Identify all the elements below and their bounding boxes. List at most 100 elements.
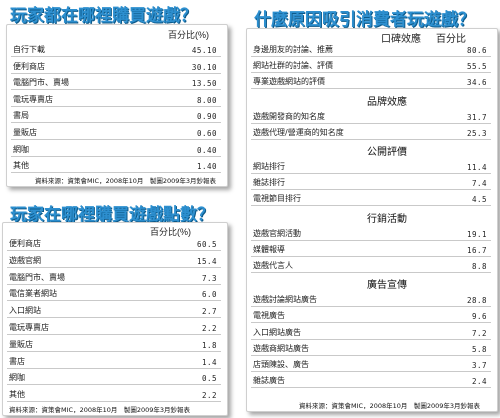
row-label: 電腦門市、賣場 [9, 272, 65, 282]
row-label: 網站排行 [253, 162, 285, 171]
row-label: 網咖 [13, 144, 29, 154]
row-value: 7.4 [471, 179, 487, 189]
column-header: 百分比(%) [168, 30, 209, 40]
row-value: 28.8 [466, 296, 487, 306]
chart-title-points-location: 玩家在哪裡購買遊戲點數？ [10, 205, 214, 225]
row-label: 電視節目排行 [253, 194, 301, 204]
row-label: 書局 [13, 111, 29, 121]
table-row: 入口網站廣告 7.2 [251, 324, 491, 340]
table-row: 電玩專賣店 2.2 [7, 319, 221, 335]
table-row: 遊戲代理/營運商的知名度 25.3 [251, 124, 491, 140]
table-row: 入口網站 2.7 [7, 302, 221, 319]
row-value: 2.7 [201, 307, 217, 317]
row-label: 量販店 [13, 128, 37, 137]
table-row: 網咖 0.40 [11, 141, 221, 157]
row-value: 31.7 [466, 112, 487, 122]
table-row: 店頭陳設、廣告 3.7 [251, 356, 491, 372]
column-header-percent: 百分比 [436, 34, 466, 45]
table-row: 便利商店 30.10 [11, 58, 221, 74]
row-label: 電玩專賣店 [9, 323, 49, 332]
row-label: 遊戲代理/營運商的知名度 [253, 127, 344, 137]
row-value: 34.6 [466, 78, 487, 88]
row-label: 入口網站 [9, 306, 41, 316]
table-row: 其他 1.40 [11, 157, 221, 174]
row-value: 0.40 [196, 145, 217, 155]
row-value: 60.5 [196, 240, 217, 249]
chart-title-attraction-reasons: 什麼原因吸引消費者玩遊戲？ [254, 10, 475, 30]
row-value: 45.10 [191, 46, 217, 55]
row-value: 15.4 [196, 256, 217, 266]
row-label: 網站社群的討論、評價 [253, 61, 333, 71]
row-value: 5.8 [471, 344, 487, 354]
table-row: 遊戲商網站廣告 5.8 [251, 340, 491, 356]
table-row: 量販店 0.60 [11, 124, 221, 140]
row-label: 遊戲開發商的知名度 [253, 111, 325, 121]
row-label: 店頭陳設、廣告 [253, 360, 309, 369]
row-value: 0.60 [196, 129, 217, 138]
row-label: 遊戲官網活動 [253, 228, 301, 238]
row-value: 2.2 [201, 324, 217, 333]
table-card-purchase-location: 百分比(%) 自行下載 45.10 便利商店 30.10 電腦門市、賣場 13.50 電玩專… [6, 24, 228, 187]
table-row: 書局 0.90 [11, 107, 221, 124]
source-note: 資料來源：資策會MIC，2008年10月 製圖2009年3月鈔報表 [9, 406, 191, 414]
row-label: 電信業者網站 [9, 289, 57, 299]
table-row: 電信業者網站 6.0 [7, 285, 221, 302]
row-value: 9.6 [471, 312, 487, 322]
table-row: 專業遊戲網站的評價 34.6 [251, 73, 491, 90]
row-value: 13.50 [191, 79, 217, 89]
table-row: 遊戲代言人 8.8 [251, 257, 491, 273]
row-label: 便利商店 [13, 61, 45, 71]
table-row: 遊戲官網 15.4 [7, 252, 221, 268]
table-row: 遊戲開發商的知名度 31.7 [251, 108, 491, 124]
table-row: 身邊朋友的討論、推薦 80.6 [251, 41, 491, 57]
row-value: 3.7 [471, 361, 487, 370]
table-row: 網咖 0.5 [7, 369, 221, 386]
table-card-attraction-reasons: 口碑效應 百分比 身邊朋友的討論、推薦 80.6 網站社群的討論、評價 55.5 專業遊… [246, 28, 498, 412]
row-value: 0.5 [201, 374, 217, 384]
row-label: 遊戲官網 [9, 255, 41, 265]
table-row: 媒體報導 16.7 [251, 241, 491, 257]
row-label: 雜誌廣告 [253, 376, 285, 386]
row-value: 11.4 [466, 163, 487, 172]
table-row: 網站社群的討論、評價 55.5 [251, 57, 491, 74]
column-header: 百分比(%) [150, 227, 191, 237]
row-value: 2.4 [471, 377, 487, 387]
group-heading: 品牌效應 [367, 96, 407, 108]
table-row: 電玩專賣店 8.00 [11, 91, 221, 107]
row-label: 網咖 [9, 373, 25, 383]
source-note: 資料來源：資策會MIC，2008年10月 製圖2009年3月鈔報表 [35, 177, 217, 185]
row-label: 電玩專賣店 [13, 94, 53, 104]
row-value: 80.6 [466, 46, 487, 55]
table-card-points-location: 百分比(%) 便利商店 60.5 遊戲官網 15.4 電腦門市、賣場 7.3 電信業者網站 6… [2, 222, 228, 416]
table-row: 自行下載 45.10 [11, 41, 221, 57]
table-row: 雜誌廣告 2.4 [251, 372, 491, 389]
row-label: 量販店 [9, 339, 33, 349]
row-label: 遊戲討論網站廣告 [253, 295, 317, 305]
table-row: 網站排行 11.4 [251, 158, 491, 174]
row-value: 1.40 [196, 162, 217, 172]
row-value: 19.1 [466, 229, 487, 239]
row-value: 8.8 [471, 262, 487, 271]
row-label: 其他 [9, 390, 25, 400]
table-row: 電腦門市、賣場 13.50 [11, 74, 221, 91]
row-value: 7.2 [471, 328, 487, 338]
row-value: 6.0 [201, 290, 217, 300]
table-row: 量販店 1.8 [7, 336, 221, 352]
group-heading: 廣告宣傳 [367, 280, 407, 292]
row-value: 7.3 [201, 273, 217, 283]
row-label: 入口網站廣告 [253, 327, 301, 337]
row-value: 4.5 [471, 195, 487, 205]
column-header-first-group: 口碑效應 [381, 34, 421, 45]
row-label: 雜誌排行 [253, 178, 285, 188]
source-note: 資料來源：資策會MIC，2008年10月 製圖2009年3月鈔報表 [299, 402, 481, 410]
table-row: 遊戲官網活動 19.1 [251, 225, 491, 241]
row-label: 身邊朋友的討論、推薦 [253, 45, 333, 54]
table-row: 雜誌排行 7.4 [251, 174, 491, 191]
row-label: 遊戲代言人 [253, 261, 293, 270]
row-label: 專業遊戲網站的評價 [253, 77, 325, 87]
row-value: 2.2 [201, 391, 217, 401]
row-label: 自行下載 [13, 45, 45, 54]
table-row: 遊戲討論網站廣告 28.8 [251, 291, 491, 308]
table-row: 電視節目排行 4.5 [251, 190, 491, 207]
table-row: 書店 1.4 [7, 353, 221, 369]
